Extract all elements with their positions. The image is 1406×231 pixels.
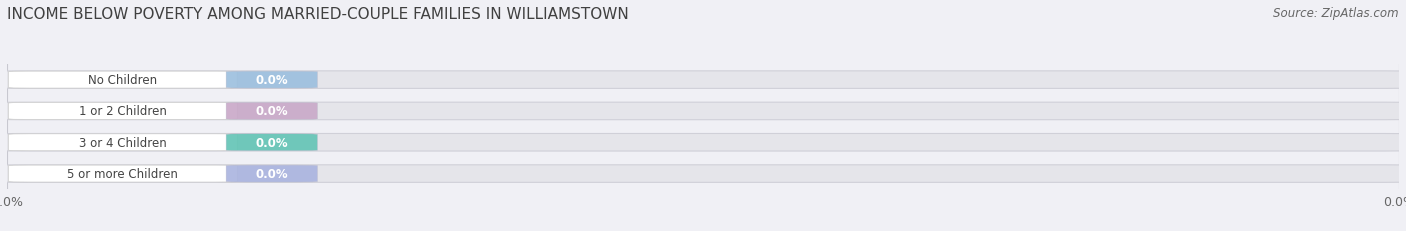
Text: Source: ZipAtlas.com: Source: ZipAtlas.com bbox=[1274, 7, 1399, 20]
FancyBboxPatch shape bbox=[8, 103, 238, 120]
FancyBboxPatch shape bbox=[8, 165, 238, 182]
FancyBboxPatch shape bbox=[0, 134, 1406, 151]
FancyBboxPatch shape bbox=[226, 103, 318, 120]
FancyBboxPatch shape bbox=[226, 134, 318, 151]
FancyBboxPatch shape bbox=[0, 72, 1406, 89]
Text: INCOME BELOW POVERTY AMONG MARRIED-COUPLE FAMILIES IN WILLIAMSTOWN: INCOME BELOW POVERTY AMONG MARRIED-COUPL… bbox=[7, 7, 628, 22]
FancyBboxPatch shape bbox=[0, 165, 1406, 182]
Text: 0.0%: 0.0% bbox=[256, 167, 288, 180]
Text: No Children: No Children bbox=[89, 74, 157, 87]
FancyBboxPatch shape bbox=[226, 72, 318, 89]
Text: 5 or more Children: 5 or more Children bbox=[67, 167, 179, 180]
Text: 0.0%: 0.0% bbox=[256, 74, 288, 87]
FancyBboxPatch shape bbox=[0, 103, 1406, 120]
Text: 0.0%: 0.0% bbox=[256, 105, 288, 118]
FancyBboxPatch shape bbox=[226, 165, 318, 182]
Text: 3 or 4 Children: 3 or 4 Children bbox=[79, 136, 167, 149]
FancyBboxPatch shape bbox=[8, 72, 238, 89]
Text: 0.0%: 0.0% bbox=[256, 136, 288, 149]
FancyBboxPatch shape bbox=[8, 134, 238, 151]
Text: 1 or 2 Children: 1 or 2 Children bbox=[79, 105, 167, 118]
